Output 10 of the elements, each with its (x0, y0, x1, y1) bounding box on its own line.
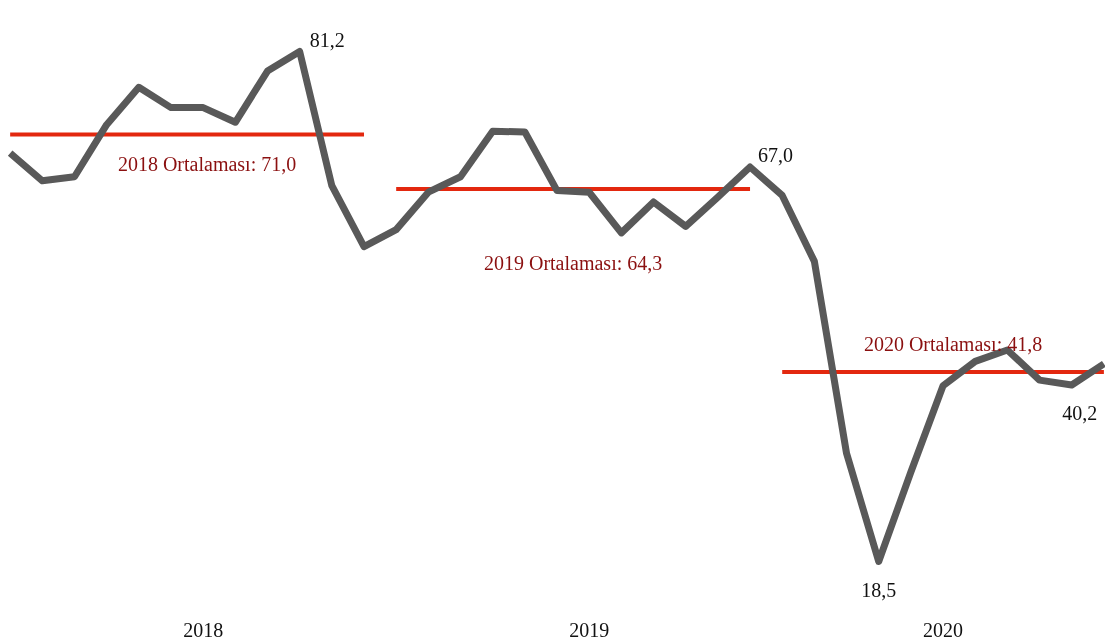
data-label: 67,0 (758, 144, 794, 166)
x-tick-label: 2020 (923, 618, 964, 640)
annotation: 2020 Ortalaması: 41,8 (863, 332, 1043, 355)
annotation: 2019 Ortalaması: 64,3 (483, 251, 663, 274)
data-label: 40,2 (1062, 401, 1098, 424)
x-tick-label: 2019 (569, 618, 610, 640)
annotation: 2018 Ortalaması: 71,0 (117, 153, 297, 176)
data-label: 81,2 (309, 28, 345, 51)
x-tick-label: 2018 (183, 618, 224, 640)
data-label: 18,5 (861, 578, 897, 601)
